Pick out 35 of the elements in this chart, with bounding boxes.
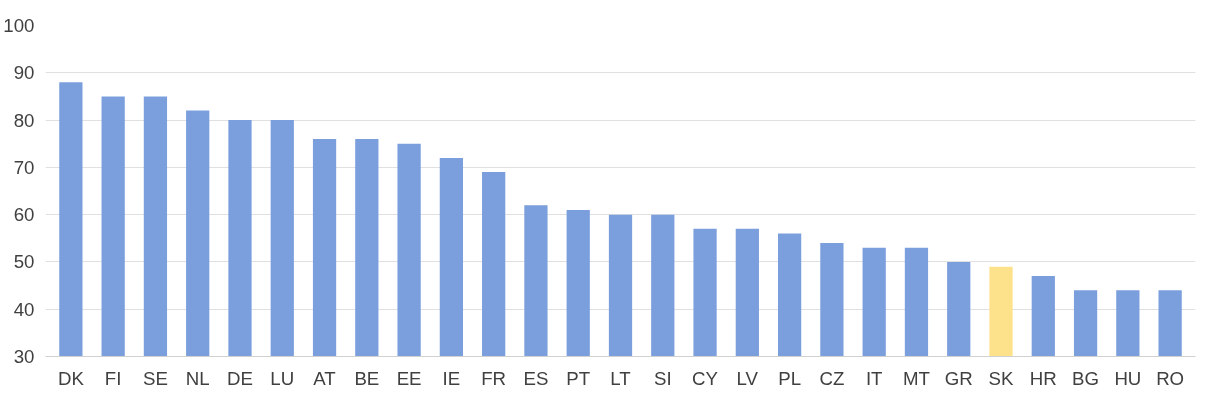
x-tick-label: HR [1029,367,1057,389]
x-tick-label: ES [523,367,549,389]
y-tick-label: 60 [13,204,35,226]
y-tick-label: 90 [13,62,35,84]
x-tick-label: PL [778,367,802,389]
x-tick-label: NL [185,367,210,389]
x-tick-label: PT [566,367,591,389]
y-tick-label: 70 [13,156,35,178]
x-tick-label: DK [57,367,85,389]
y-tick-label: 80 [13,109,35,131]
y-tick-label: 100 [3,15,35,36]
y-tick-label: 40 [13,298,35,320]
x-tick-label: HU [1114,367,1142,389]
x-tick-label: CZ [819,367,845,389]
y-tick-label: 30 [13,346,35,367]
x-tick-label: AT [313,367,336,389]
x-tick-label: MT [902,367,930,389]
x-tick-label: IE [442,367,461,389]
x-tick-label: BG [1072,367,1100,389]
y-tick-label: 50 [13,251,35,273]
x-tick-label: IT [865,367,883,389]
x-tick-label: FR [481,367,507,389]
x-tick-label: FI [104,367,122,389]
x-tick-label: BE [354,367,380,389]
x-tick-label: LT [610,367,631,389]
x-tick-label: EE [396,367,422,389]
x-tick-label: DE [227,367,253,389]
x-tick-label: CY [692,367,719,389]
x-tick-label: RO [1156,367,1185,389]
x-tick-label: GR [944,367,973,389]
x-tick-label: LV [736,367,759,389]
x-tick-label: SI [653,367,672,389]
x-tick-label: LU [270,367,295,389]
x-tick-label: SE [142,367,168,389]
x-tick-label: SK [988,367,1015,389]
